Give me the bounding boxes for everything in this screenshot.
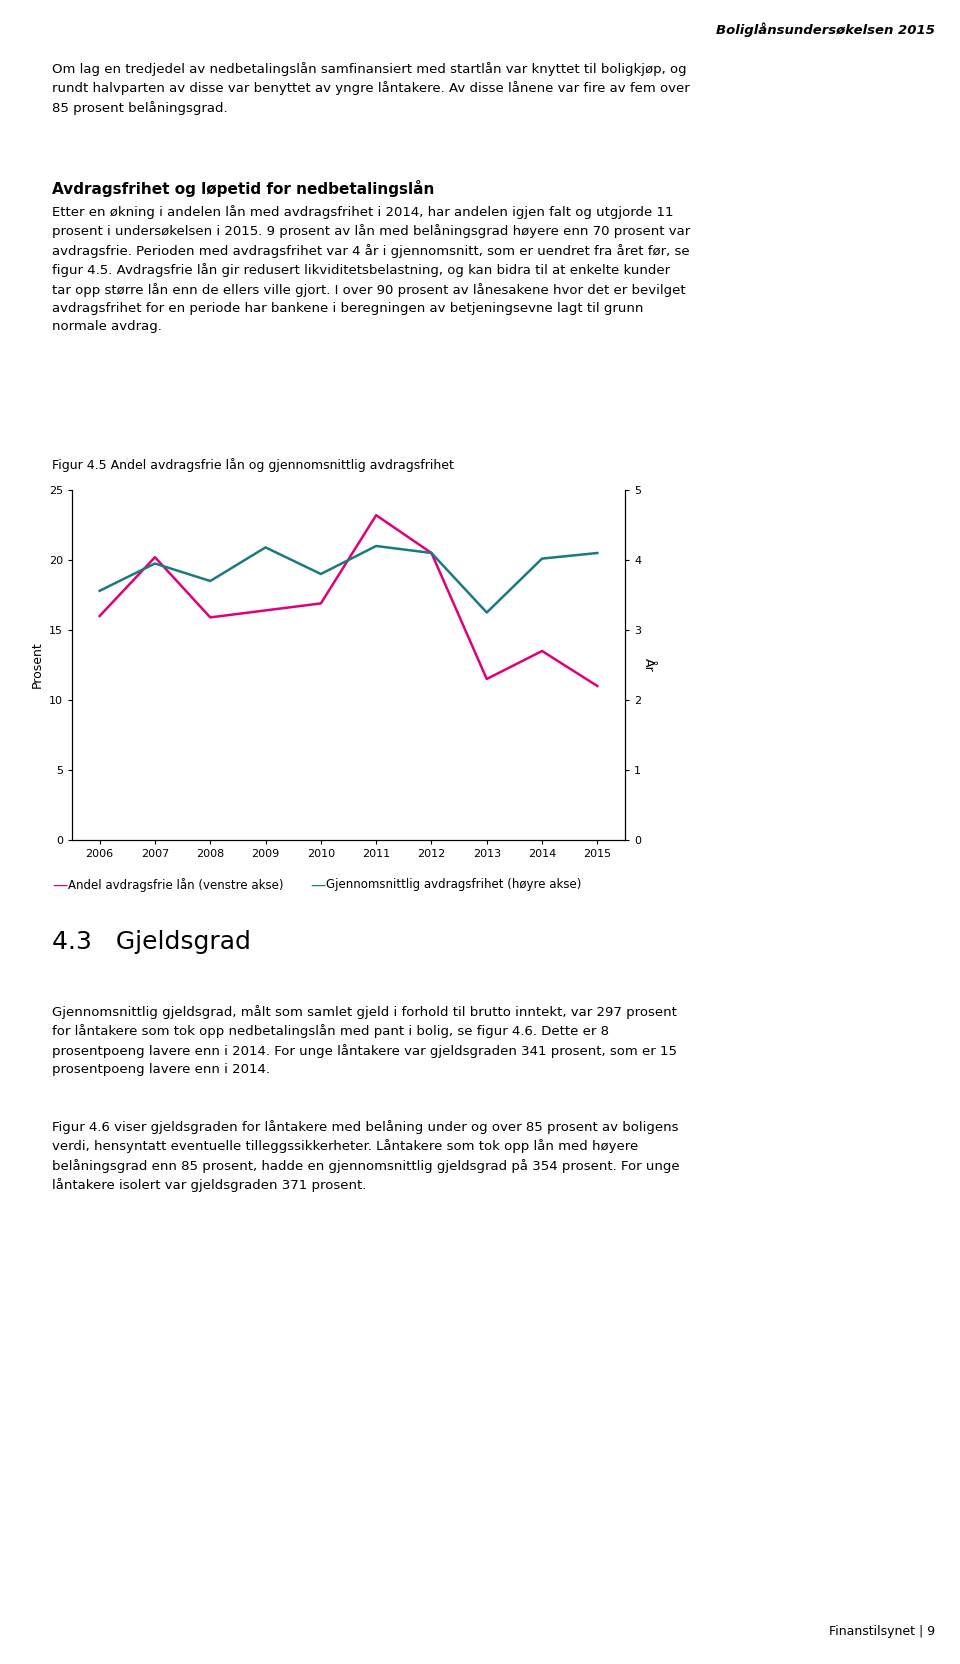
Text: Om lag en tredjedel av nedbetalingslån samfinansiert med startlån var knyttet ti: Om lag en tredjedel av nedbetalingslån s… xyxy=(52,62,689,115)
Text: Finanstilsynet | 9: Finanstilsynet | 9 xyxy=(828,1626,935,1637)
Text: Boliglånsundersøkelsen 2015: Boliglånsundersøkelsen 2015 xyxy=(716,22,935,37)
Y-axis label: År: År xyxy=(642,659,655,672)
Text: —: — xyxy=(52,879,67,894)
Text: Andel avdragsfrie lån (venstre akse): Andel avdragsfrie lån (venstre akse) xyxy=(68,879,283,892)
Text: 4.3   Gjeldsgrad: 4.3 Gjeldsgrad xyxy=(52,930,251,953)
Text: Etter en økning i andelen lån med avdragsfrihet i 2014, har andelen igjen falt o: Etter en økning i andelen lån med avdrag… xyxy=(52,205,690,333)
Y-axis label: Prosent: Prosent xyxy=(31,642,43,689)
Text: Gjennomsnittlig avdragsfrihet (høyre akse): Gjennomsnittlig avdragsfrihet (høyre aks… xyxy=(326,879,582,890)
Text: —: — xyxy=(310,879,325,894)
Text: Figur 4.5 Andel avdragsfrie lån og gjennomsnittlig avdragsfrihet: Figur 4.5 Andel avdragsfrie lån og gjenn… xyxy=(52,458,454,473)
Text: Figur 4.6 viser gjeldsgraden for låntakere med belåning under og over 85 prosent: Figur 4.6 viser gjeldsgraden for låntake… xyxy=(52,1120,680,1193)
Text: Gjennomsnittlig gjeldsgrad, målt som samlet gjeld i forhold til brutto inntekt, : Gjennomsnittlig gjeldsgrad, målt som sam… xyxy=(52,1005,677,1077)
Text: Avdragsfrihet og løpetid for nedbetalingslån: Avdragsfrihet og løpetid for nedbetaling… xyxy=(52,180,434,196)
